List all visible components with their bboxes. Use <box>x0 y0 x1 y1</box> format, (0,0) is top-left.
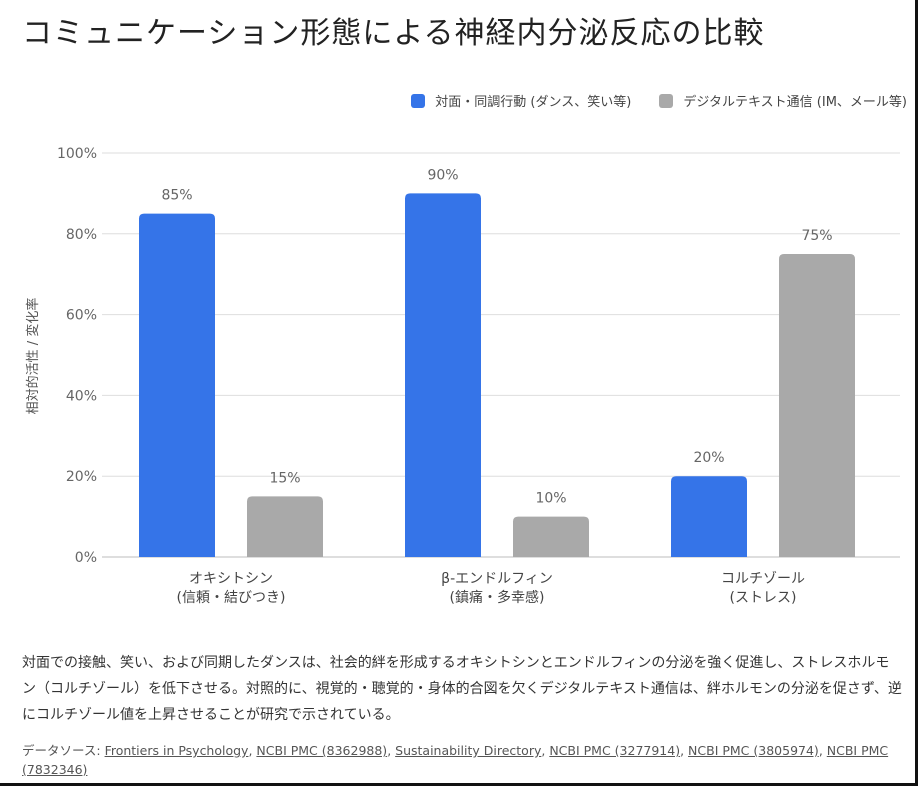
description-text: 対面での接触、笑い、および同期したダンスは、社会的絆を形成するオキシトシンとエン… <box>22 655 902 723</box>
y-tick-label: 40% <box>66 388 97 404</box>
bar-digital-text <box>513 516 589 557</box>
legend-label-face-to-face: 対面・同調行動 (ダンス、笑い等) <box>435 95 632 110</box>
y-tick-label: 20% <box>66 469 97 485</box>
x-tick-sublabel: (信頼・結びつき) <box>177 590 286 606</box>
y-tick-label: 100% <box>57 146 97 162</box>
source-separator: , <box>818 743 827 758</box>
source-separator: , <box>541 743 550 758</box>
legend-swatch-digital-text <box>659 93 674 108</box>
legend-item-digital-text[interactable]: デジタルテキスト通信 (IM、メール等) <box>659 91 907 110</box>
data-label: 15% <box>269 470 300 486</box>
data-label: 90% <box>427 167 458 183</box>
legend-swatch-face-to-face <box>411 93 426 108</box>
data-label: 85% <box>161 188 192 204</box>
data-label: 10% <box>535 491 566 507</box>
y-tick-label: 80% <box>66 227 97 243</box>
data-label: 75% <box>801 228 832 244</box>
y-axis-label: 相対的活性 / 変化率 <box>25 298 41 415</box>
x-tick-sublabel: (鎮痛・多幸感) <box>450 589 545 606</box>
source-link[interactable]: NCBI PMC (8362988) <box>256 743 388 758</box>
bar-face-to-face <box>671 476 747 557</box>
legend-item-face-to-face[interactable]: 対面・同調行動 (ダンス、笑い等) <box>411 91 631 110</box>
bar-digital-text <box>779 254 855 557</box>
bar-digital-text <box>247 496 323 557</box>
sources-prefix: データソース: <box>22 743 105 758</box>
x-tick-sublabel: (ストレス) <box>730 590 797 606</box>
legend: 対面・同調行動 (ダンス、笑い等) デジタルテキスト通信 (IM、メール等) <box>411 91 907 110</box>
source-link[interactable]: Sustainability Directory <box>395 743 542 758</box>
source-separator: , <box>680 743 689 758</box>
x-tick-label: β-エンドルフィン <box>441 571 553 587</box>
bar-chart: 0% 20% 40% 60% 80% 100% 相対的活性 / 変化率 85% 15% オキシトシ… <box>25 146 900 606</box>
source-link[interactable]: NCBI PMC (3805974) <box>688 743 819 758</box>
source-link[interactable]: NCBI PMC (3277914) <box>549 743 681 758</box>
bar-face-to-face <box>139 213 215 557</box>
x-tick-label: オキシトシン <box>189 571 273 587</box>
x-tick-label: コルチゾール <box>721 571 805 587</box>
data-label: 20% <box>693 450 724 466</box>
source-separator: , <box>248 743 257 758</box>
chart-title: コミュニケーション形態による神経内分泌反応の比較 <box>22 16 765 51</box>
source-link[interactable]: Frontiers in Psychology <box>104 743 249 758</box>
source-link[interactable]: NCBI PMC (7832346) <box>22 743 889 777</box>
y-tick-label: 0% <box>75 550 97 566</box>
data-sources: データソース: Frontiers in Psychology, NCBI PM… <box>22 741 902 779</box>
legend-label-digital-text: デジタルテキスト通信 (IM、メール等) <box>683 95 907 110</box>
source-separator: , <box>387 743 396 758</box>
bar-face-to-face <box>405 193 481 557</box>
y-tick-label: 60% <box>66 308 97 324</box>
